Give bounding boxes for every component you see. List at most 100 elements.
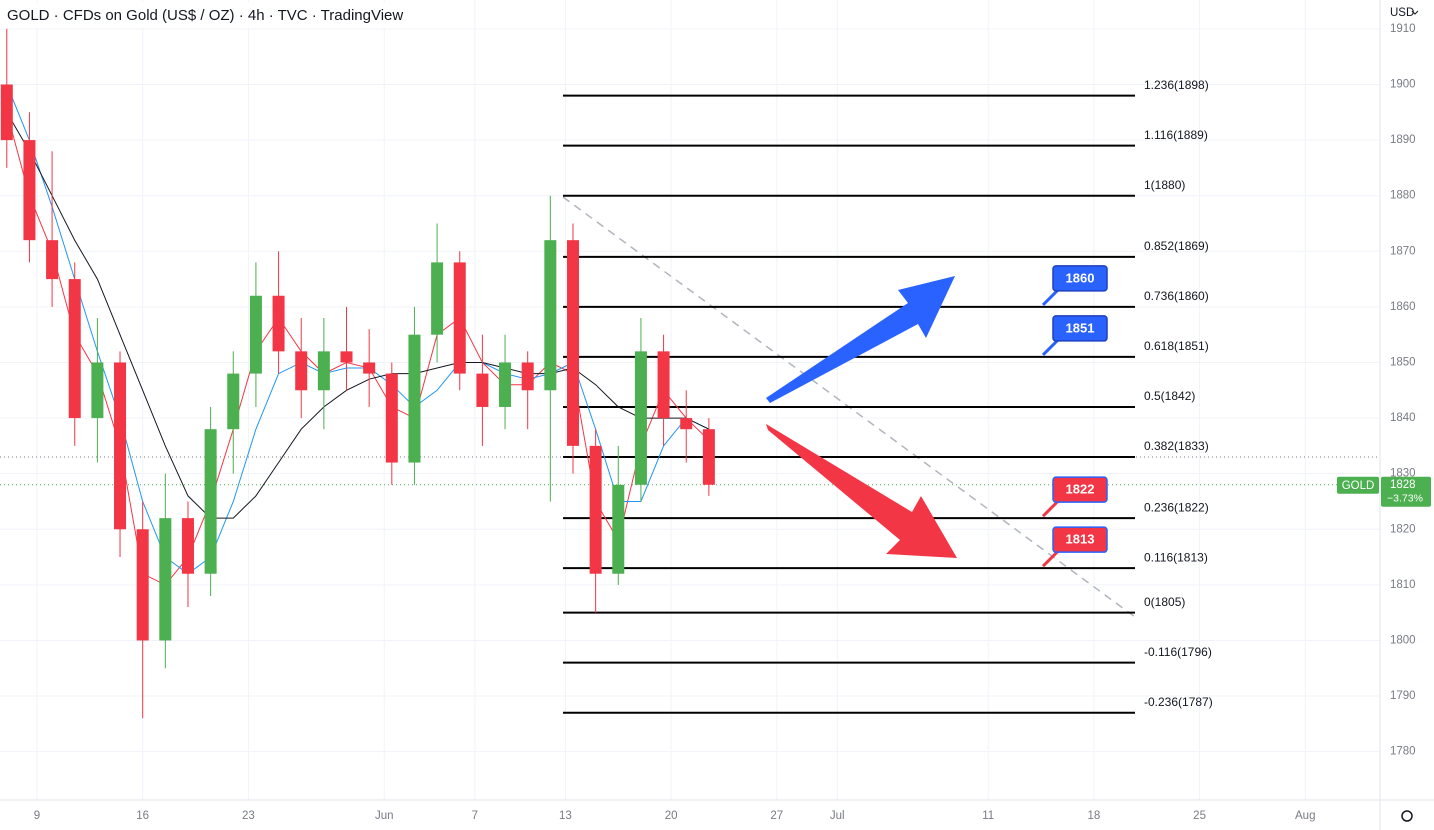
callout-box [1052,265,1108,292]
x-tick-label: Jun [375,810,394,822]
candle-body [589,445,602,574]
title-bg [0,2,410,28]
candle-body [114,362,127,530]
candle-body [453,262,466,374]
y-tick-label: 1890 [1390,134,1416,146]
candle-body [566,240,579,446]
fib-label: 0.736(1860) [1144,289,1209,303]
callout-pointer [1041,288,1060,306]
y-tick-label: 1840 [1390,412,1416,424]
candle-body [23,140,36,241]
fib-label: 0.618(1851) [1144,339,1209,353]
settings-icon[interactable] [1401,810,1413,822]
x-tick-label: Aug [1295,810,1315,822]
callout-label: 1813 [1066,532,1095,547]
callout-pointer [1041,500,1060,518]
x-tick-label: Jul [830,810,845,822]
fib-label: 0.5(1842) [1144,389,1195,403]
down-arrow [766,424,957,558]
fib-label: 0.116(1813) [1144,550,1208,564]
currency-caret [1411,10,1419,15]
callout-pointer [1041,338,1060,356]
symbol-tag [1337,476,1379,494]
currency[interactable]: USD [1390,7,1414,19]
candle-body [227,373,240,430]
callout-box [1052,315,1108,342]
moving-average [6,112,710,519]
candle-body [521,362,534,391]
callouts: 1860 1851 1822 1813 [1041,265,1108,568]
price-label: 1828 [1390,479,1416,491]
candle-body [159,518,172,641]
x-tick-label: 16 [136,810,149,822]
candle-body [385,373,398,463]
up-arrow [766,276,955,403]
x-tick-label: 20 [665,810,678,822]
candle-body [634,351,647,485]
fib-label: 0(1805) [1144,595,1185,609]
candle-body [295,351,308,391]
candle-body [544,240,557,391]
callout-label: 1860 [1066,270,1095,285]
candle-body [408,334,421,463]
candle-body [431,262,444,335]
y-tick-label: 1790 [1390,690,1416,702]
candle-body [272,295,285,352]
y-tick-label: 1910 [1390,23,1416,35]
candle-body [476,373,489,407]
symbol-label: GOLD [1342,480,1375,492]
candle-body [317,351,330,391]
fib-label: -0.236(1787) [1144,695,1213,709]
candle-body [612,484,625,574]
y-tick-label: 1850 [1390,357,1416,369]
time-axis-bg [0,800,1434,830]
x-tick-label: 18 [1087,810,1100,822]
chart-title: GOLD · CFDs on Gold (US$ / OZ) · 4h · TV… [7,7,403,24]
fib-levels: 1.236(1898) 1.116(1889) 1(1880) 0.852(1869)… [563,78,1213,714]
x-tick-label: 27 [770,810,783,822]
candle-body [499,362,512,407]
y-tick-label: 1820 [1390,523,1416,535]
candle-body [68,279,81,419]
x-tick-label: 23 [242,810,255,822]
fib-label: 0.236(1822) [1144,500,1209,514]
candle-body [204,429,217,574]
x-tick-label: 13 [559,810,572,822]
fib-label: 1.236(1898) [1144,78,1209,92]
candle-body [136,529,149,641]
y-tick-label: 1880 [1390,190,1416,202]
candles [0,28,715,719]
x-tick-label: 9 [34,810,40,822]
y-tick-label: 1800 [1390,634,1416,646]
y-tick-label: 1810 [1390,579,1416,591]
x-tick-label: 25 [1193,810,1206,822]
x-tick-label: 11 [982,810,994,822]
x-tick-label: 7 [472,810,478,822]
grid [0,0,1380,800]
callout-box [1052,526,1108,553]
fib-label: 1(1880) [1144,178,1185,192]
y-tick-label: 1830 [1390,468,1416,480]
fib-label: 0.382(1833) [1144,439,1209,453]
fib-label: 0.852(1869) [1144,239,1209,253]
axes: 9 16 23 Jun 7 13 20 27 Jul 11 18 25 Aug 1780 1790 1800 1… [34,23,1431,822]
callout-pointer [1041,550,1060,568]
candle-body [657,351,670,419]
candle-body [702,429,715,485]
change-label: −3.73% [1387,493,1423,505]
fib-label: -0.116(1796) [1144,645,1212,659]
candle-body [181,518,194,574]
y-tick-label: 1900 [1390,79,1416,91]
y-tick-label: 1870 [1390,245,1416,257]
candle-body [46,240,59,280]
candle-body [363,362,376,374]
candle-body [249,295,262,374]
fib-label: 1.116(1889) [1144,128,1208,142]
price-tag [1381,476,1431,507]
price-axis-bg [1380,0,1434,830]
candle-body [680,418,693,430]
callout-label: 1822 [1066,482,1095,497]
y-tick-label: 1780 [1390,746,1416,758]
